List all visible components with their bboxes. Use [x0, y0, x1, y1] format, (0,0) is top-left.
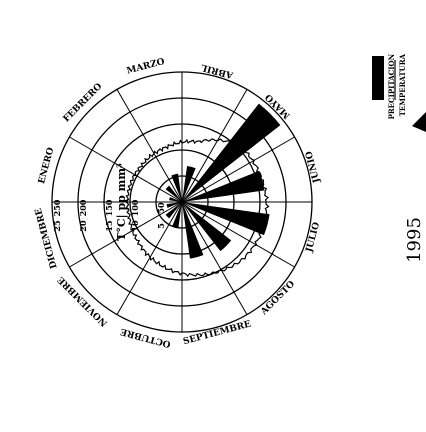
precip-bar-octubre — [172, 202, 182, 228]
precip-tick-label: 150 — [104, 199, 114, 216]
legend: PRECIPITACION TEMPERATURA — [372, 53, 426, 132]
precip-bar-enero — [169, 197, 182, 202]
month-label-septiembre: SEPTIEMBRE — [182, 319, 252, 347]
precip-bar-noviembre — [165, 202, 182, 219]
month-spoke — [181, 201, 248, 315]
month-label-agosto: AGOSTO — [259, 279, 298, 318]
month-spoke — [181, 201, 295, 268]
precip-tick-label: 50 — [156, 202, 166, 214]
precip-bar-abril — [182, 165, 196, 202]
precip-bar-marzo — [171, 173, 182, 202]
temperature-line — [125, 138, 270, 277]
month-spoke — [69, 201, 183, 268]
legend-precip-swatch — [372, 56, 384, 100]
precip-bar-agosto — [182, 202, 232, 252]
precipitation-bars — [165, 103, 281, 259]
legend-precip-label: PRECIPITACION — [387, 53, 396, 119]
precip-bar-julio — [182, 202, 270, 236]
temp-tick-label: 15 — [104, 220, 114, 231]
month-label-noviembre: NOVIEMBRE — [56, 274, 110, 328]
legend-corner-mark — [412, 112, 426, 132]
precip-bar-septiembre — [182, 202, 204, 259]
year-label: 1995 — [404, 217, 425, 263]
temp-tick-label: 10 — [130, 220, 140, 232]
radial-tick-labels: 5 50 10 100 15 150 20 200 25 250 — [52, 199, 166, 231]
precip-tick-label: 200 — [78, 199, 88, 216]
precip-tick-label: 100 — [130, 199, 140, 216]
legend-temp-label: TEMPERATURA — [398, 53, 407, 116]
temp-tick-label: 25 — [52, 220, 62, 231]
precip-bar-junio — [182, 170, 265, 202]
month-spoke — [116, 201, 183, 315]
precip-bar-mayo — [182, 103, 281, 202]
temp-tick-label: 5 — [156, 223, 166, 229]
precip-bar-diciembre — [166, 202, 182, 208]
temperature-line-group — [125, 138, 270, 277]
precip-bar-febrero — [165, 185, 182, 202]
month-spoke — [69, 136, 183, 203]
unit-label: T°C| pp mm³ — [115, 163, 128, 241]
month-spoke — [181, 89, 248, 203]
month-spokes — [52, 72, 312, 332]
month-label-octubre: OCTUBRE — [119, 326, 171, 349]
month-spoke — [181, 136, 295, 203]
temp-tick-label: 20 — [78, 220, 88, 232]
month-spoke — [116, 89, 183, 203]
precip-tick-label: 250 — [52, 199, 62, 216]
